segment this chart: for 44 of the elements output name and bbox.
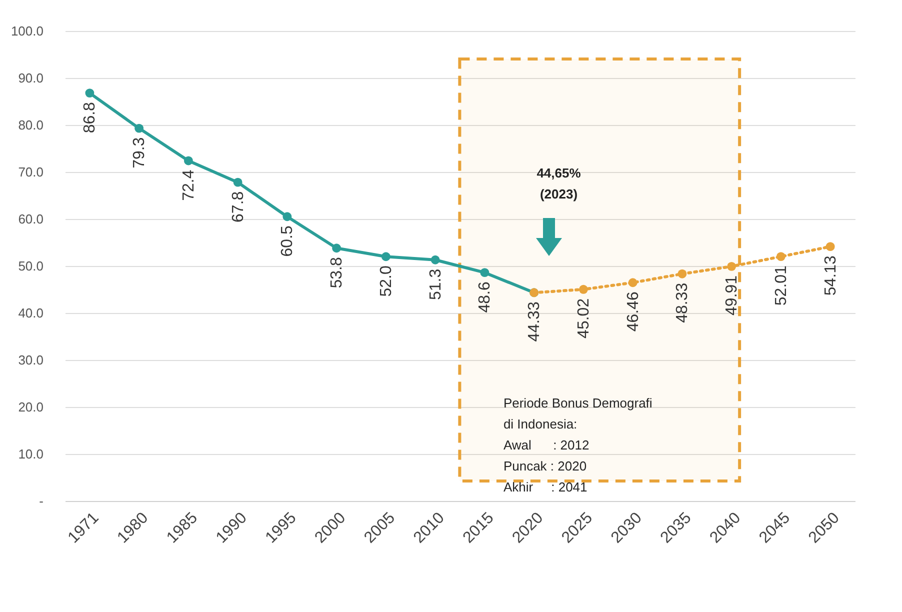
data-label: 72.4 [180, 170, 198, 201]
data-label: 46.46 [624, 292, 642, 332]
point [381, 252, 390, 262]
point [282, 212, 292, 222]
point [826, 242, 835, 252]
data-label: 52.01 [772, 265, 790, 306]
y-tick-label: 90.0 [18, 70, 44, 86]
data-label: 48.6 [476, 281, 494, 313]
point [85, 88, 94, 98]
data-label: 79.3 [131, 137, 148, 168]
data-label: 60.5 [279, 226, 296, 257]
point [332, 244, 342, 253]
point [430, 255, 440, 264]
y-tick-label: 70.0 [18, 164, 44, 180]
point [628, 278, 638, 288]
annotation: 44,65% (2023) [536, 165, 582, 202]
y-tick-label: 40.0 [18, 306, 44, 320]
data-label: 53.8 [328, 257, 346, 288]
y-tick-label: 10.0 [18, 446, 44, 462]
point [678, 269, 687, 278]
point [134, 124, 144, 133]
point [233, 178, 242, 187]
point [480, 268, 490, 278]
y-tick-label: 50.0 [18, 258, 44, 274]
y-tick-label: 100.0 [10, 24, 44, 38]
data-label: 49.91 [724, 275, 741, 316]
y-tick-label: - [39, 494, 44, 508]
point [184, 156, 193, 166]
data-label: 52.0 [378, 266, 395, 297]
annotation: Periode Bonus Demografi di Indonesia: Awal : 2012 Puncak : 2020 Akhir : 2041 [503, 396, 652, 495]
data-label: 48.33 [674, 282, 692, 323]
data-label: 54.13 [822, 255, 840, 296]
data-label: 86.8 [82, 102, 99, 134]
y-tick-label: 20.0 [18, 400, 44, 414]
point [776, 252, 786, 262]
y-tick-label: 30.0 [18, 352, 44, 368]
data-label: 45.02 [575, 298, 592, 338]
data-label: 67.8 [230, 191, 247, 222]
data-label: 44.33 [526, 302, 544, 342]
data-label: 51.3 [427, 268, 444, 300]
point [727, 262, 736, 271]
y-tick-label: 60.0 [18, 212, 44, 226]
y-tick-label: 80.0 [18, 118, 44, 132]
point [578, 284, 588, 294]
